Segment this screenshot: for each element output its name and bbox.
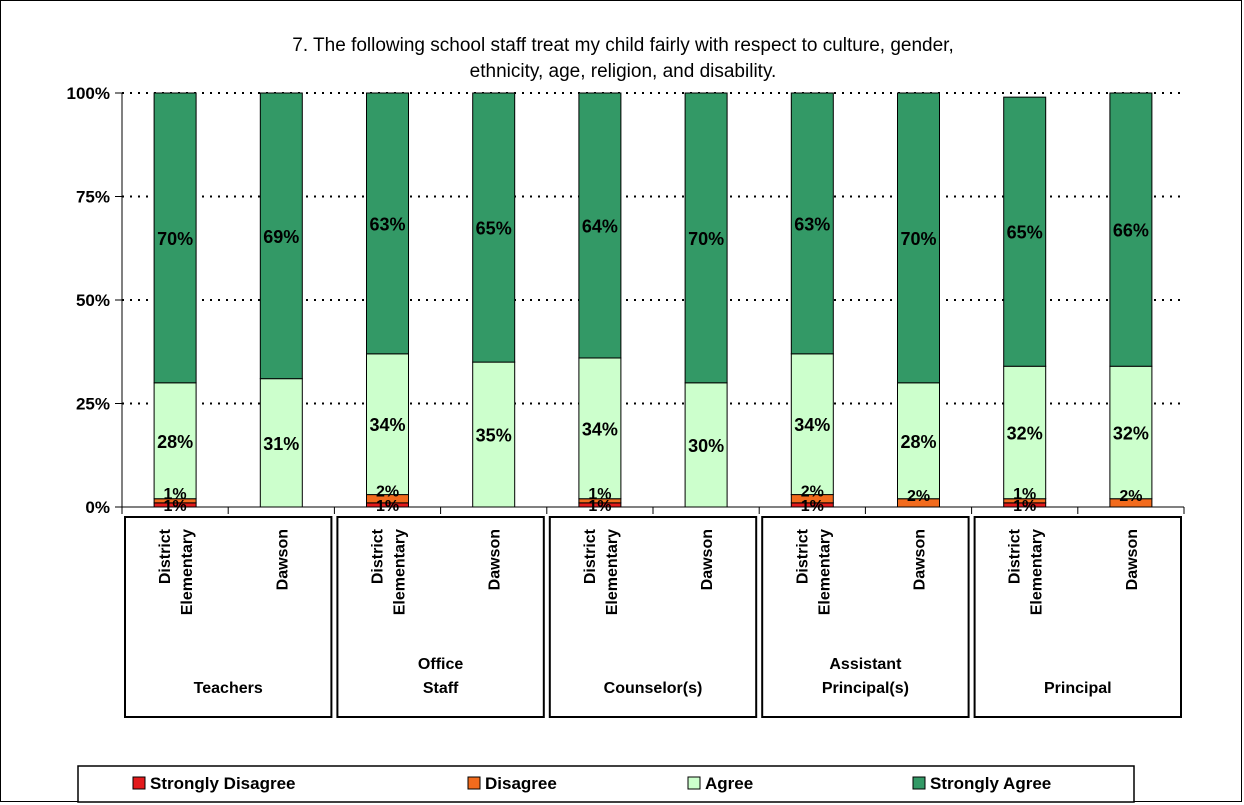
legend-swatch [912, 776, 926, 790]
group-label: Counselor(s) [604, 680, 703, 697]
category-label: Elementary [392, 529, 409, 615]
group-box [973, 516, 1182, 718]
bar-segment-agree [684, 382, 728, 508]
y-tick-label: 50% [76, 291, 110, 310]
category-label: Dawson [912, 529, 929, 590]
data-label: 65% [476, 219, 512, 239]
data-label: 63% [369, 214, 405, 234]
category-label: Elementary [816, 529, 833, 615]
category-label: Elementary [179, 529, 196, 615]
group-box [548, 516, 758, 718]
bar-segment-agree [366, 353, 409, 496]
group-label: Principal [1044, 680, 1112, 697]
category-label: District [582, 528, 599, 584]
chart-title-line: ethnicity, age, religion, and disability… [470, 61, 777, 82]
group-label: Assistant [829, 656, 902, 673]
group-label: Principal(s) [822, 680, 909, 697]
legend-label: Strongly Agree [930, 774, 1051, 793]
bar-segment-strongly-agree [259, 92, 303, 380]
data-label: 2% [801, 484, 824, 501]
category-label: Dawson [699, 529, 716, 590]
group-box [336, 516, 545, 718]
legend-swatch [132, 776, 146, 790]
category-label: Dawson [487, 529, 504, 590]
y-tick-label: 100% [67, 84, 110, 103]
group-label: Staff [423, 680, 459, 697]
data-label: 34% [794, 415, 830, 435]
bar-segment-agree [153, 382, 197, 500]
data-label: 1% [164, 498, 187, 515]
bar-segment-strongly-agree [472, 92, 516, 363]
data-label: 70% [900, 229, 936, 249]
data-label: 64% [582, 216, 618, 236]
category-label: District [794, 528, 811, 584]
category-label: District [1007, 528, 1024, 584]
data-label: 28% [900, 432, 936, 452]
category-label: District [370, 528, 387, 584]
data-label: 34% [582, 419, 618, 439]
data-label: 1% [376, 498, 399, 515]
data-label: 1% [1013, 498, 1036, 515]
bar-segment-strongly-agree [1003, 96, 1047, 367]
data-label: 63% [794, 214, 830, 234]
bar-segment-agree [790, 353, 834, 496]
data-label: 2% [1119, 488, 1142, 505]
y-tick-label: 0% [85, 498, 110, 517]
bar-segment-strongly-agree [897, 92, 940, 384]
data-label: 34% [369, 415, 405, 435]
bar-segment-strongly-agree [153, 92, 197, 384]
data-label: 2% [907, 488, 930, 505]
category-label: Elementary [604, 529, 621, 615]
data-label: 1% [164, 486, 187, 503]
data-label: 70% [157, 229, 193, 249]
data-label: 65% [1007, 223, 1043, 243]
data-label: 1% [588, 498, 611, 515]
category-label: Dawson [1124, 529, 1141, 590]
legend-swatch [687, 776, 701, 790]
bar-segment-strongly-agree [366, 92, 409, 355]
legend-label: Agree [705, 774, 753, 793]
bar-segment-strongly-agree [790, 92, 834, 355]
category-label: District [157, 528, 174, 584]
bar-segment-strongly-agree [684, 92, 728, 384]
data-label: 69% [263, 227, 299, 247]
category-label: Dawson [274, 529, 291, 590]
data-label: 32% [1113, 423, 1149, 443]
data-label: 1% [588, 486, 611, 503]
data-label: 70% [688, 229, 724, 249]
bar-segment-agree [1003, 365, 1047, 500]
chart-title-line: 7. The following school staff treat my c… [292, 35, 953, 56]
data-label: 1% [801, 498, 824, 515]
data-label: 35% [476, 426, 512, 446]
legend-label: Strongly Disagree [150, 774, 296, 793]
group-box [761, 516, 970, 718]
group-label: Teachers [194, 680, 263, 697]
bar-segment-strongly-agree [1109, 92, 1153, 367]
category-label: Elementary [1029, 529, 1046, 615]
data-label: 32% [1007, 423, 1043, 443]
bar-segment-agree [897, 382, 940, 500]
y-tick-label: 75% [76, 188, 110, 207]
legend-box [77, 765, 1135, 803]
legend-swatch [467, 776, 481, 790]
data-label: 31% [263, 434, 299, 454]
bar-segment-strongly-agree [578, 92, 622, 359]
data-label: 28% [157, 432, 193, 452]
data-label: 1% [1013, 486, 1036, 503]
legend-label: Disagree [485, 774, 557, 793]
group-box [124, 516, 333, 718]
bar-segment-agree [578, 357, 622, 500]
data-label: 2% [376, 484, 399, 501]
group-label: Office [418, 656, 463, 673]
data-label: 30% [688, 436, 724, 456]
y-tick-label: 25% [76, 395, 110, 414]
data-label: 66% [1113, 221, 1149, 241]
